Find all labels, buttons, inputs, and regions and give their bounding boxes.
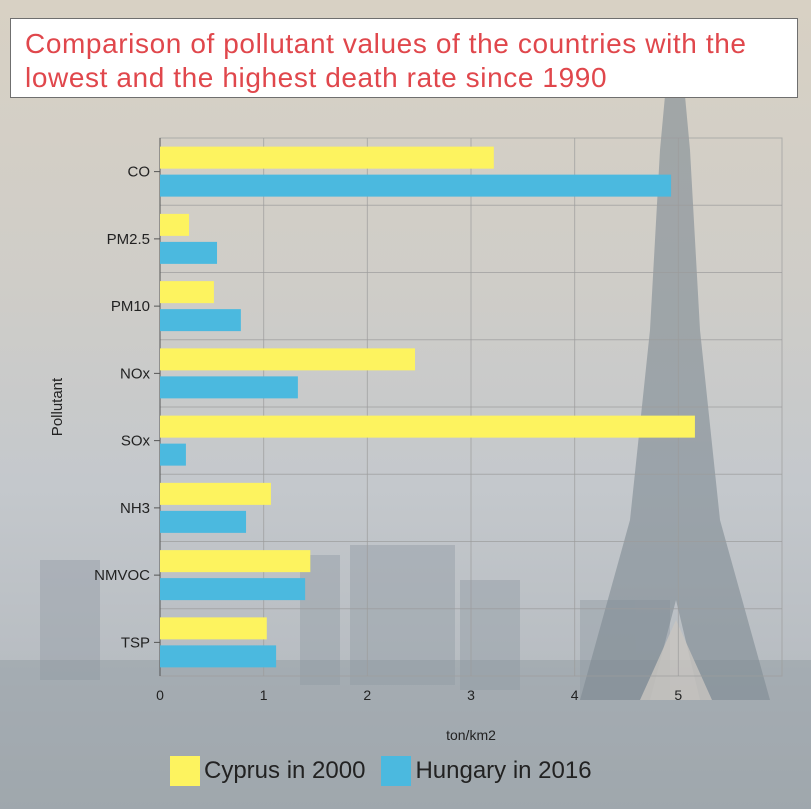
y-axis-title: Pollutant	[49, 377, 66, 436]
category-label: NH3	[120, 500, 150, 517]
legend-item-hungary: Hungary in 2016	[381, 756, 592, 786]
bar-hungary	[160, 578, 306, 601]
bar-cyprus	[160, 550, 311, 573]
bar-hungary	[160, 376, 298, 399]
bar-cyprus	[160, 146, 494, 169]
category-label: NOx	[120, 365, 151, 382]
bar-cyprus	[160, 348, 416, 371]
x-tick-label: 1	[260, 687, 268, 703]
category-label: PM10	[111, 298, 150, 315]
category-label: TSP	[121, 634, 150, 651]
x-tick-label: 3	[467, 687, 475, 703]
legend-swatch-cyprus	[170, 756, 200, 786]
x-tick-label: 0	[156, 687, 164, 703]
bar-cyprus	[160, 482, 271, 505]
x-tick-label: 4	[571, 687, 579, 703]
x-tick-label: 2	[363, 687, 371, 703]
chart-title: Comparison of pollutant values of the co…	[25, 28, 747, 93]
bar-cyprus	[160, 617, 267, 640]
legend-label-hungary: Hungary in 2016	[415, 757, 592, 784]
category-label: NMVOC	[94, 567, 150, 584]
legend-item-cyprus: Cyprus in 2000	[170, 756, 365, 786]
legend: Cyprus in 2000 Hungary in 2016	[170, 756, 608, 786]
category-label: CO	[128, 164, 151, 181]
bar-hungary	[160, 241, 218, 264]
bar-cyprus	[160, 415, 695, 438]
chart-title-box: Comparison of pollutant values of the co…	[10, 18, 798, 98]
bar-cyprus	[160, 213, 190, 236]
category-label: SOx	[121, 433, 151, 450]
bar-hungary	[160, 174, 672, 197]
bar-cyprus	[160, 281, 214, 304]
bar-hungary	[160, 443, 186, 466]
bar-hungary	[160, 510, 247, 533]
category-label: PM2.5	[107, 231, 150, 248]
bar-hungary	[160, 645, 277, 668]
legend-swatch-hungary	[381, 756, 412, 786]
legend-label-cyprus: Cyprus in 2000	[204, 757, 366, 784]
bar-hungary	[160, 309, 241, 332]
x-axis-title: ton/km2	[446, 727, 496, 743]
x-tick-label: 5	[674, 687, 682, 703]
